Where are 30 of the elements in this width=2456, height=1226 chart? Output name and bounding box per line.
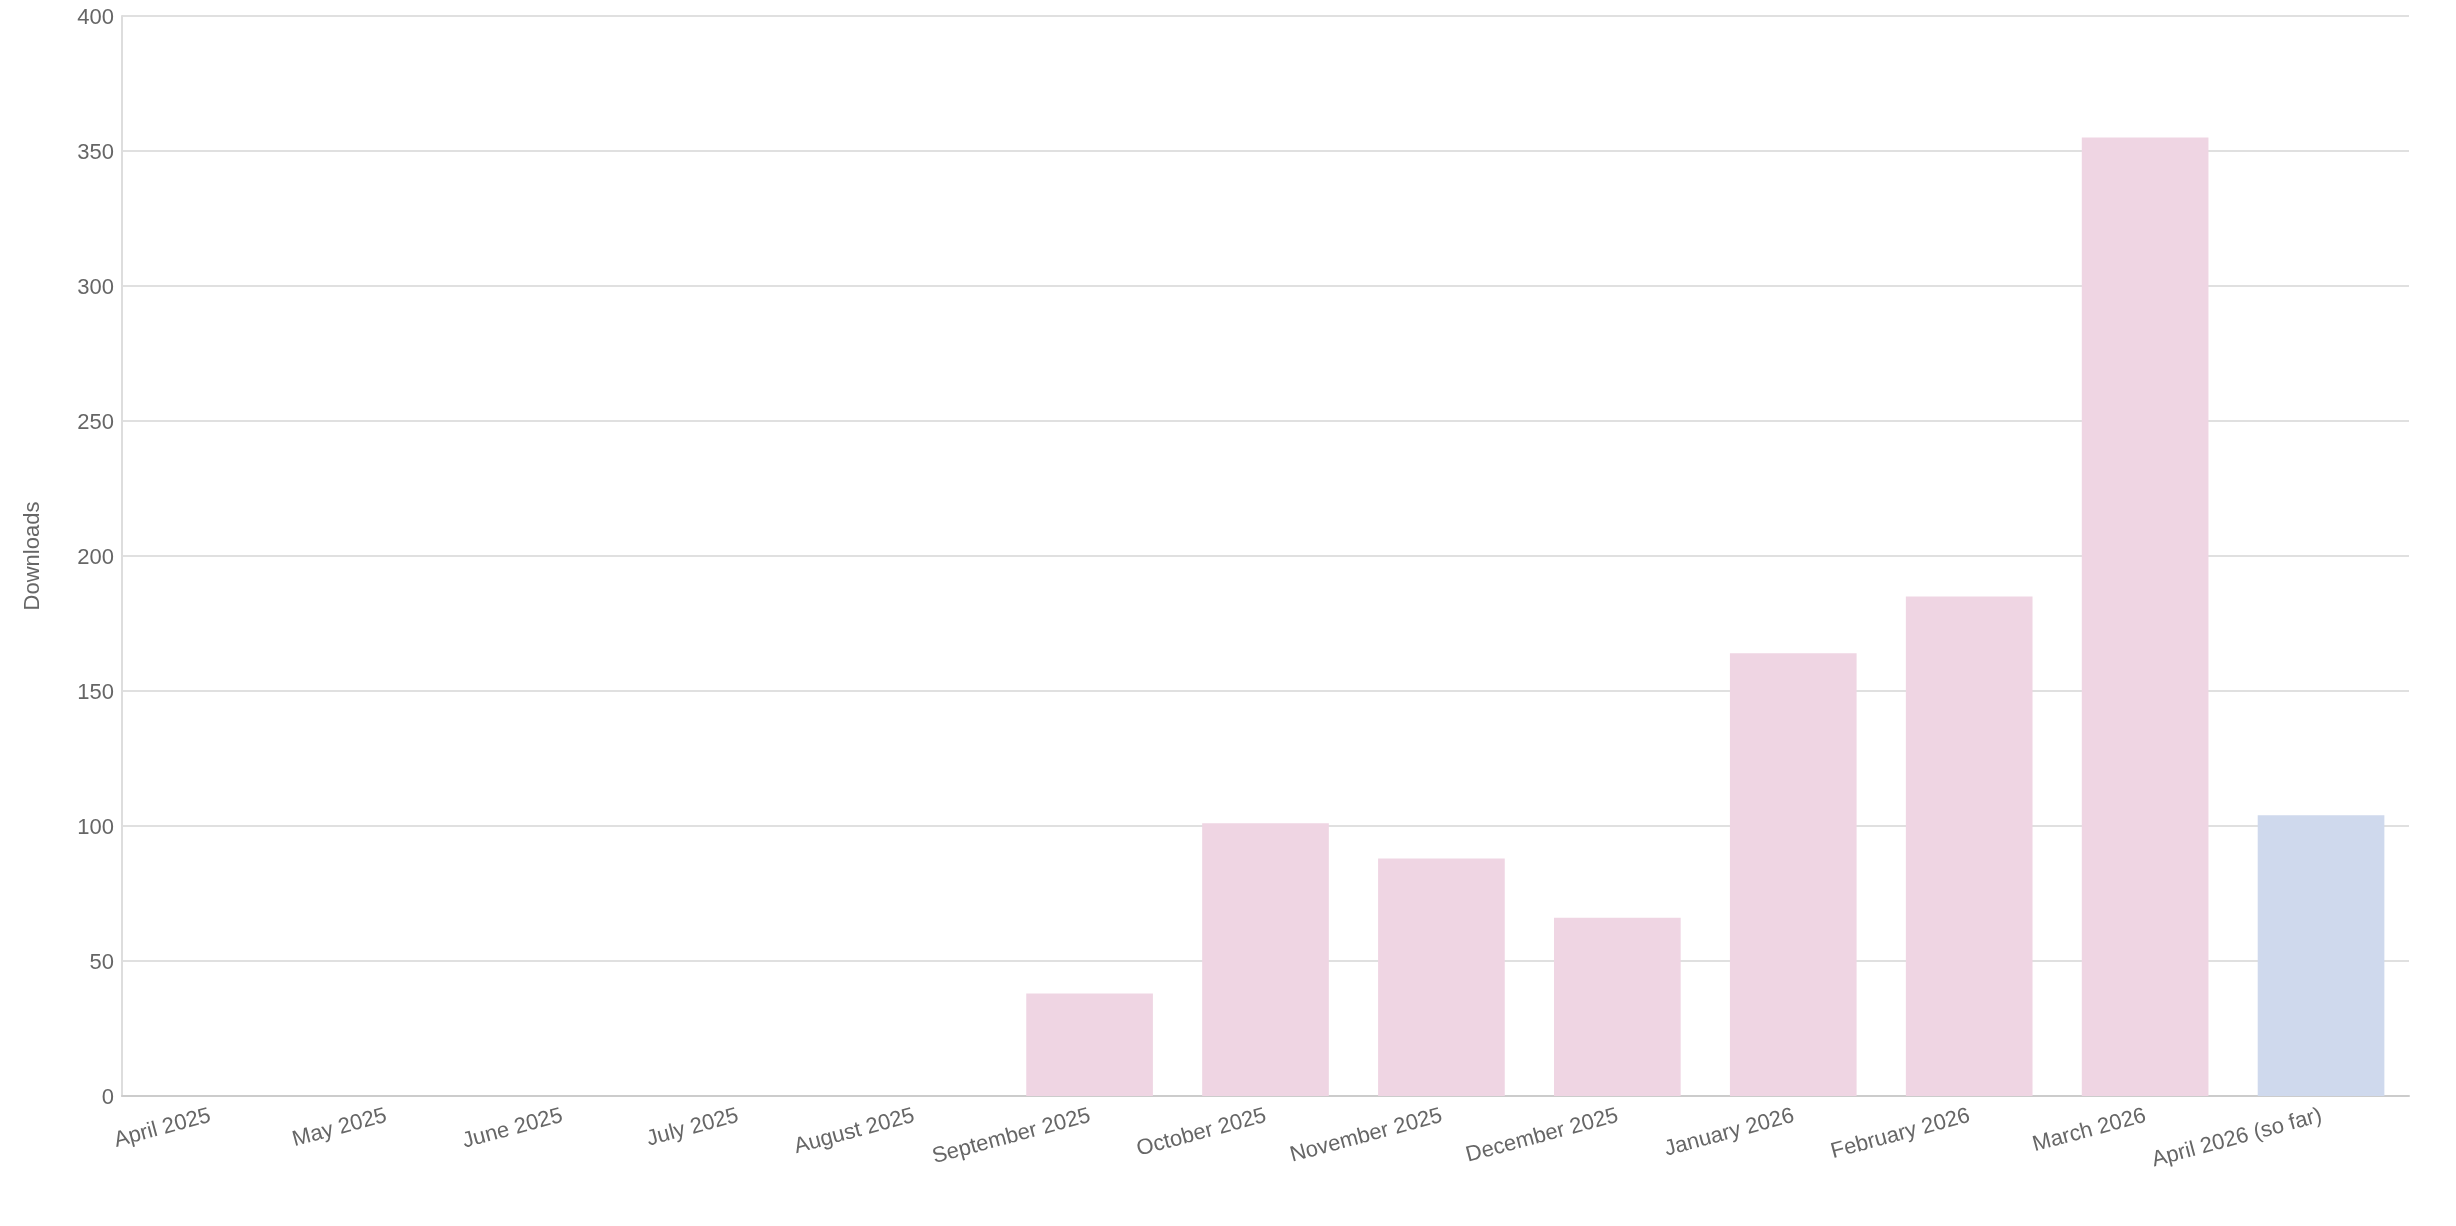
x-tick-label: July 2025	[643, 1101, 741, 1151]
x-tick-label: January 2026	[1661, 1101, 1797, 1161]
x-tick-label: August 2025	[791, 1101, 917, 1159]
x-tick-label: June 2025	[459, 1101, 566, 1153]
bar	[2081, 137, 2209, 1096]
bar	[1202, 823, 1329, 1096]
x-tick-label: May 2025	[289, 1101, 390, 1152]
y-tick-label: 100	[77, 813, 114, 839]
y-tick-label: 400	[77, 3, 114, 29]
bar	[1378, 858, 1505, 1096]
x-tick-label: December 2025	[1462, 1101, 1621, 1167]
x-tick-label: October 2025	[1133, 1101, 1269, 1161]
y-tick-label: 200	[77, 543, 114, 569]
bar	[1554, 917, 1681, 1096]
x-tick-label: November 2025	[1286, 1101, 1445, 1167]
y-tick-label: 300	[77, 273, 114, 299]
bar	[1026, 993, 1153, 1096]
x-tick-label: April 2026 (so far)	[2148, 1101, 2325, 1172]
x-tick-label: April 2025	[111, 1101, 214, 1152]
y-tick-label: 50	[89, 948, 114, 974]
y-tick-label: 0	[101, 1083, 114, 1109]
y-axis-title: Downloads	[18, 501, 44, 611]
y-tick-label: 250	[77, 408, 114, 434]
bar	[1729, 653, 1857, 1096]
bar	[1905, 596, 2033, 1096]
y-tick-label: 350	[77, 138, 114, 164]
x-tick-label: March 2026	[2029, 1101, 2149, 1157]
y-tick-label: 150	[77, 678, 114, 704]
bar	[2257, 815, 2385, 1096]
x-tick-label: February 2026	[1827, 1101, 1973, 1164]
